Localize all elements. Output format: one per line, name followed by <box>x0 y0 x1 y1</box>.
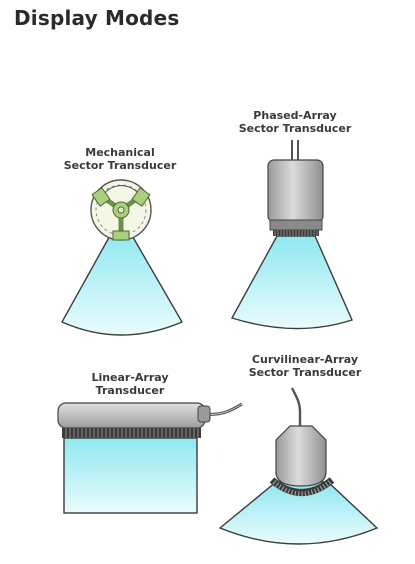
linear-caption-line1: Linear-Array <box>91 371 169 384</box>
mechanical-beam <box>61 231 184 336</box>
phased-housing <box>267 159 324 223</box>
curvilinear-array-transducer <box>218 387 379 545</box>
phased-array-elements <box>273 230 319 236</box>
mechanical-caption: Mechanical Sector Transducer <box>55 146 185 172</box>
phased-beam <box>230 235 353 330</box>
phased-caption-line2: Sector Transducer <box>238 122 352 135</box>
linear-caption-line2: Transducer <box>95 384 165 397</box>
page-title: Display Modes <box>14 6 180 30</box>
phased-caption-line1: Phased-Array <box>253 109 337 122</box>
phased-cable <box>291 140 299 162</box>
mechanical-caption-line1: Mechanical <box>85 146 155 159</box>
curvilinear-beam <box>218 481 379 545</box>
linear-array-elements <box>62 428 201 438</box>
curvilinear-caption: Curvilinear-Array Sector Transducer <box>235 353 375 379</box>
phased-caption: Phased-Array Sector Transducer <box>225 109 365 135</box>
mechanical-caption-line2: Sector Transducer <box>63 159 177 172</box>
phased-array-transducer <box>230 140 353 330</box>
linear-housing <box>57 402 206 429</box>
linear-beam <box>63 437 198 514</box>
rotor-assembly <box>91 187 151 241</box>
linear-array-transducer <box>57 402 243 514</box>
mechanical-transducer <box>61 179 184 336</box>
curvilinear-housing <box>275 425 327 487</box>
curvilinear-cable <box>290 387 302 428</box>
curvilinear-caption-line1: Curvilinear-Array <box>251 353 359 366</box>
linear-caption: Linear-Array Transducer <box>70 371 190 397</box>
curvilinear-caption-line2: Sector Transducer <box>248 366 362 379</box>
